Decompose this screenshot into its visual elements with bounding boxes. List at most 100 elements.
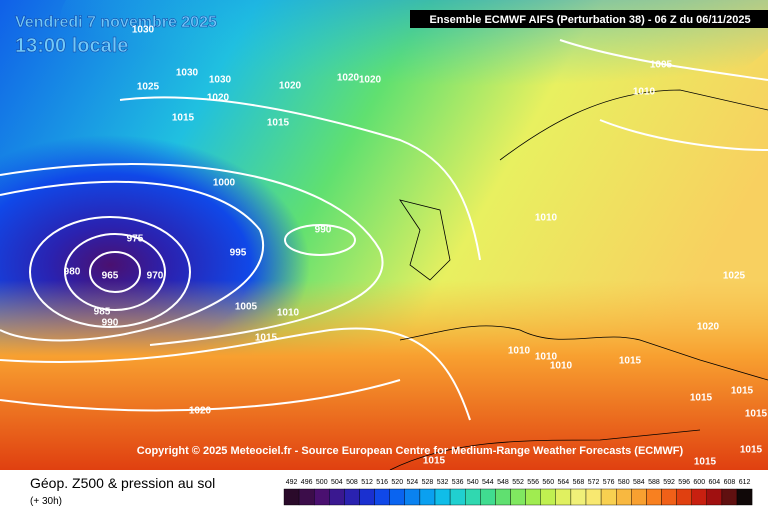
date-label: Vendredi 7 novembre 2025 (15, 14, 217, 31)
colorbar-swatch (570, 488, 587, 506)
colorbar-swatch (314, 488, 330, 506)
isobar-label: 1020 (279, 81, 302, 92)
colorbar-swatch (419, 488, 436, 506)
colorbar-swatch (329, 488, 345, 506)
isobar-label: 975 (127, 234, 144, 245)
isobar-label: 1025 (137, 82, 160, 93)
colorbar-swatch (434, 488, 451, 506)
north-trough (60, 0, 768, 130)
colorbar-swatch (480, 488, 496, 506)
model-label: Ensemble ECMWF AIFS (Perturbation 38) - … (429, 14, 750, 26)
isobar-label: 1010 (535, 213, 558, 224)
isobar-label: 1005 (235, 302, 258, 313)
colorbar-swatch (676, 488, 692, 506)
colorbar-swatch (736, 488, 753, 506)
colorbar-label: 604 (709, 479, 721, 486)
colorbar-swatch (374, 488, 390, 506)
isobar-label: 1030 (132, 25, 155, 36)
isobar-label: 1000 (213, 178, 236, 189)
colorbar-label: 524 (407, 479, 419, 486)
colorbar-label: 520 (391, 479, 403, 486)
colorbar-label: 536 (452, 479, 464, 486)
colorbar-swatch (585, 488, 602, 506)
colorbar-swatch (465, 488, 481, 506)
colorbar-label: 580 (618, 479, 630, 486)
colorbar-label: 576 (603, 479, 615, 486)
isobar-label: 1030 (209, 75, 232, 86)
isobar-label: 1010 (550, 361, 573, 372)
colorbar-swatch (525, 488, 541, 506)
colorbar-swatch (721, 488, 738, 506)
isobar-label: 1010 (535, 352, 558, 363)
colorbar-swatch (283, 488, 300, 506)
colorbar-label: 608 (724, 479, 736, 486)
colorbar-swatch (510, 488, 526, 506)
colorbar-label: 588 (648, 479, 660, 486)
colorbar-swatch (344, 488, 360, 506)
colorbar-label: 492 (286, 479, 298, 486)
colorbar-swatch (691, 488, 708, 506)
isobar-label: 995 (230, 248, 247, 259)
colorbar-label: 544 (482, 479, 494, 486)
isobar-label: 1030 (176, 68, 199, 79)
colorbar-label: 496 (301, 479, 313, 486)
isobar-label: 1015 (267, 118, 290, 129)
colorbar-label: 596 (678, 479, 690, 486)
coastlines (389, 89, 768, 471)
colorbar-label: 560 (542, 479, 554, 486)
colorbar-swatch (616, 488, 632, 506)
header-box (410, 10, 768, 28)
colorbar-label: 540 (467, 479, 479, 486)
isobar-label: 1015 (694, 457, 717, 468)
isobar-label: 1020 (207, 93, 230, 104)
isobar-label: 1010 (633, 87, 656, 98)
isobar-label: 1020 (697, 322, 720, 333)
isobar-label: 1020 (337, 73, 360, 84)
time-label: 13:00 locale (15, 35, 128, 57)
isobar-label: 970 (147, 271, 164, 282)
isobar-label: 1015 (731, 386, 754, 397)
colorbar-swatch (540, 488, 557, 506)
isobar-label: 1020 (189, 406, 212, 417)
isobar-label: 1010 (508, 346, 531, 357)
colorbar-swatch (449, 488, 466, 506)
footer-lead: (+ 30h) (30, 496, 62, 507)
isobar-label: 985 (94, 307, 111, 318)
colorbar-swatch (404, 488, 421, 506)
copyright: Copyright © 2025 Meteociel.fr - Source E… (137, 445, 684, 457)
colorbar-swatch (389, 488, 406, 506)
isobar-label: 965 (102, 271, 119, 282)
colorbar-label: 552 (512, 479, 524, 486)
isobar-label: 1015 (172, 113, 195, 124)
colorbar-label: 584 (633, 479, 645, 486)
colorbar-label: 508 (346, 479, 358, 486)
colorbar-swatch (706, 488, 723, 506)
colorbar-label: 528 (422, 479, 434, 486)
colorbar-label: 512 (361, 479, 373, 486)
isobar-label: 1015 (690, 393, 713, 404)
colorbar-label: 592 (663, 479, 675, 486)
colorbar-label: 504 (331, 479, 343, 486)
isobar-label: 1015 (745, 409, 768, 420)
isobar-label: 1015 (423, 456, 446, 467)
isobar-label: 1015 (619, 356, 642, 367)
isobar-label: 1005 (650, 60, 673, 71)
colorbar: 492 496 500 504 508 512 516 520 524 528 532 536 540 5… (283, 479, 753, 506)
colorbar-swatch (555, 488, 572, 506)
colorbar-swatch (661, 488, 677, 506)
isobar-label: 990 (102, 318, 119, 329)
colorbar-label: 568 (573, 479, 585, 486)
colorbar-swatch (359, 488, 375, 506)
isobar-label: 1020 (359, 75, 382, 86)
colorbar-swatch (646, 488, 662, 506)
isobar-label: 1015 (255, 333, 278, 344)
colorbar-label: 612 (739, 479, 751, 486)
isobar-label: 1025 (723, 271, 746, 282)
isobar-label: 1010 (277, 308, 300, 319)
colorbar-swatch (631, 488, 647, 506)
isobar-label: 990 (315, 225, 332, 236)
colorbar-swatch (600, 488, 617, 506)
isobars (0, 39, 768, 421)
colorbar-label: 532 (437, 479, 449, 486)
